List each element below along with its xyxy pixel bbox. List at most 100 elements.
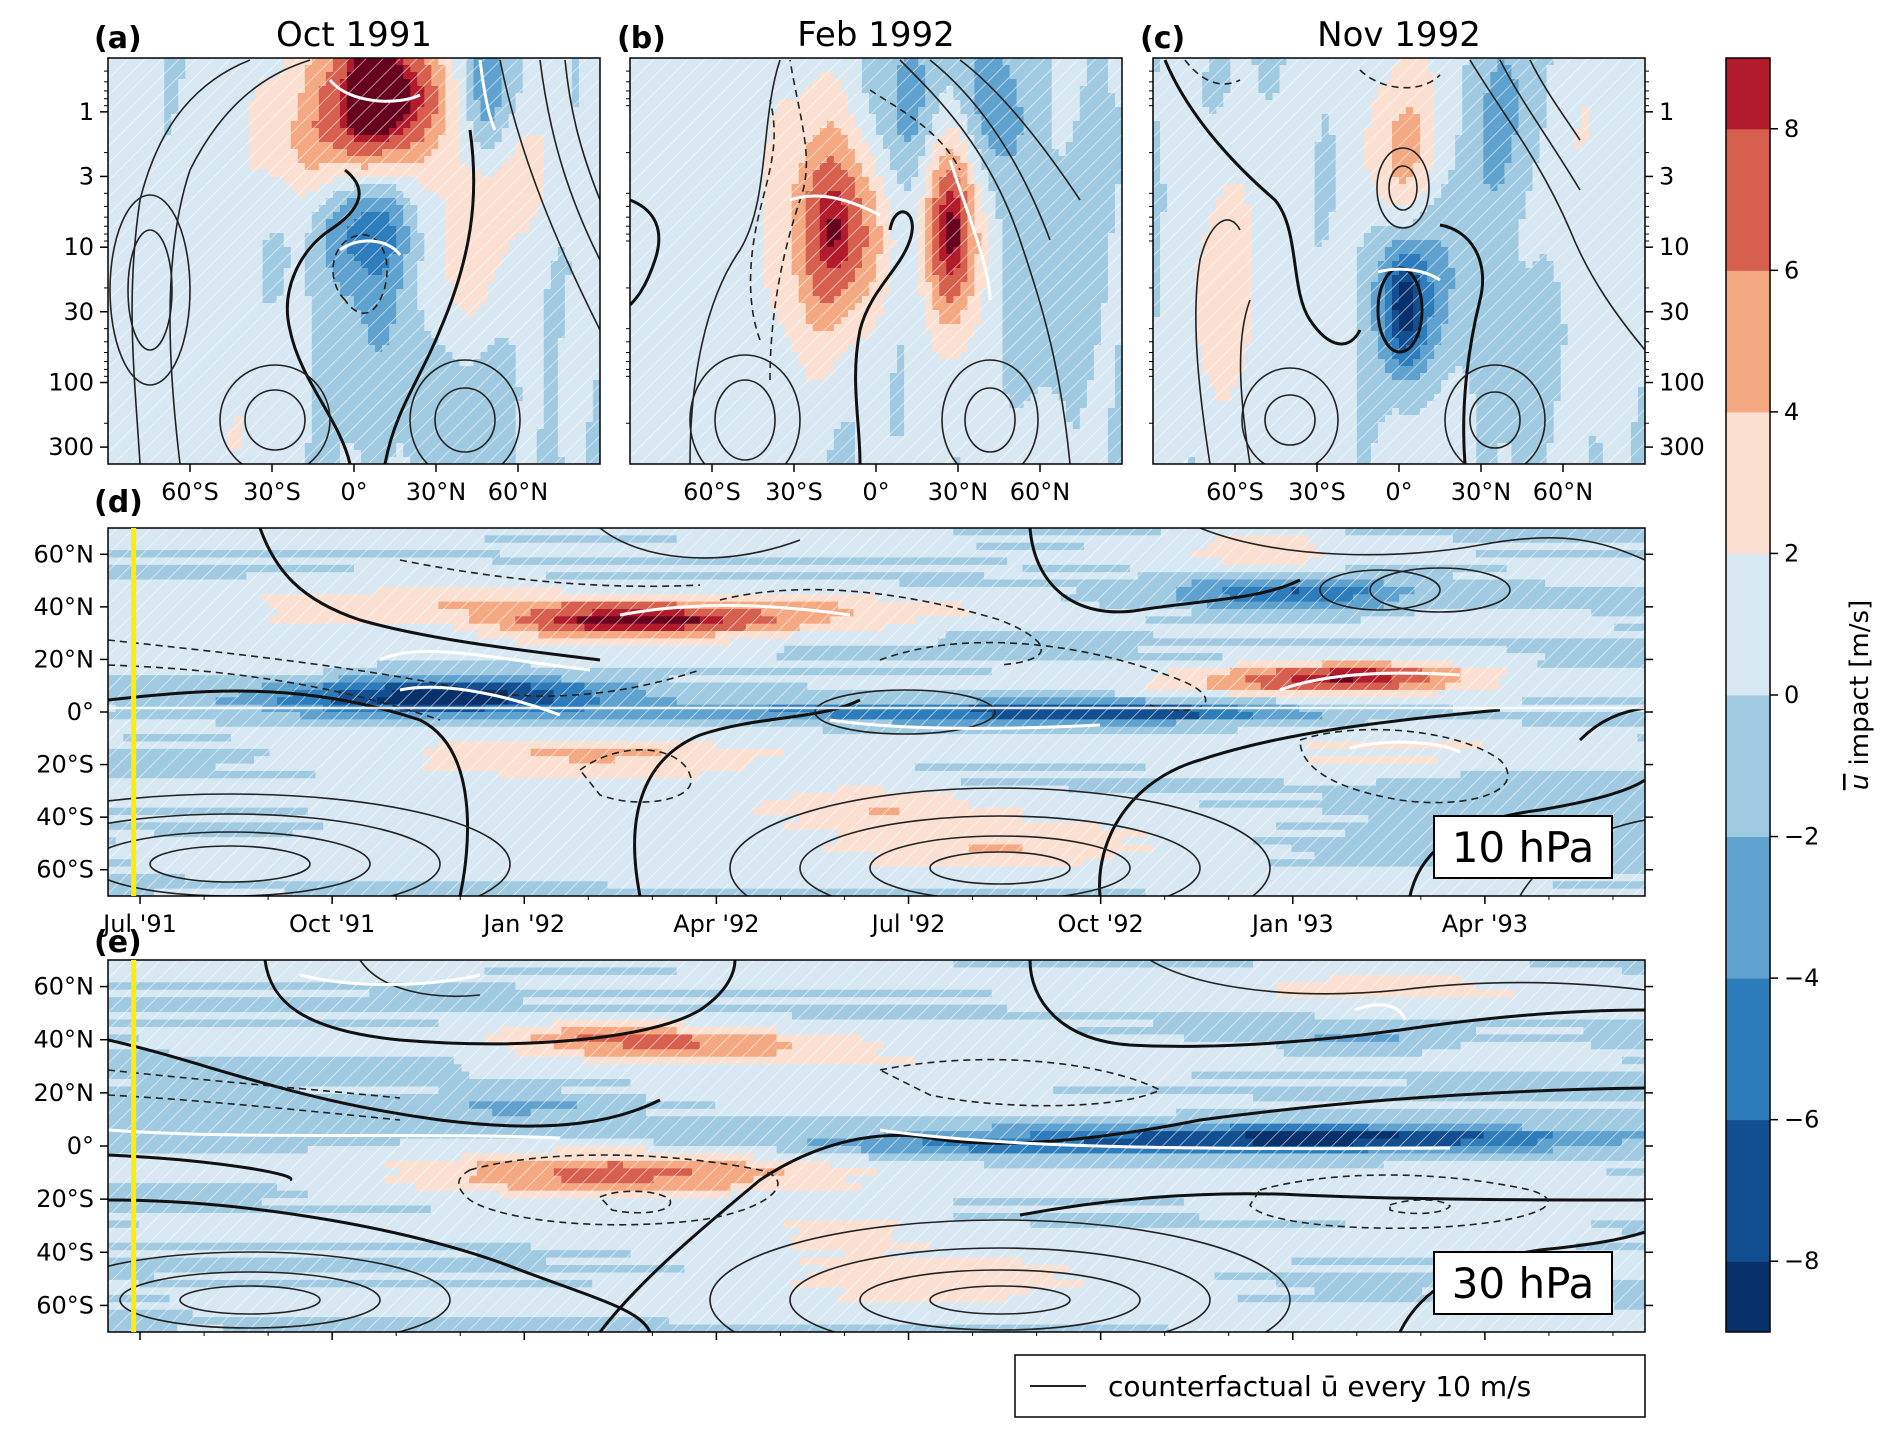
panel-d-highlight (619, 604, 851, 617)
panel-e-contour (859, 1269, 1141, 1331)
y-tick-label: 0° (67, 1132, 94, 1160)
y-tick-label: 40°S (36, 803, 94, 831)
colorbar-tick-label: −4 (1784, 964, 1819, 992)
y-tick-label: 20°S (36, 1185, 94, 1213)
panel-e-contour-dashed (1249, 1174, 1549, 1230)
panel-d-contour (869, 835, 1131, 896)
y-tick-label: 60°N (34, 973, 95, 1001)
panel-c: 60°S 30°S 0° 30°N 60°N 1 3 10 30 100 300 (c) Nov 1… (1140, 15, 1705, 506)
y-tick-label-right: 100 (1659, 369, 1705, 397)
significance-hatching (630, 58, 1122, 464)
panel-d-contour (729, 787, 1271, 896)
panel-b-contour (689, 354, 801, 464)
panel-c-contour (1195, 219, 1241, 464)
panel-d-highlight (1349, 740, 1461, 754)
panel-c-title: Nov 1992 (1317, 15, 1481, 55)
x-tick-label: 60°S (1206, 478, 1264, 506)
legend-text: counterfactual ū every 10 m/s (1108, 1370, 1531, 1403)
x-tick-label: 30°S (1288, 478, 1346, 506)
panel-b-contour-dashed (869, 89, 961, 171)
panel-d-contour (1319, 569, 1441, 611)
panel-b-highlight (948, 159, 992, 301)
panel-e-axes: 60°N 40°N 20°N 0° 20°S 40°S 60°S (34, 973, 1653, 1340)
panel-d-highlight (399, 685, 561, 717)
y-tick-label-right: 3 (1659, 162, 1674, 190)
significance-hatching (1153, 58, 1645, 464)
colorbar-tick-label: 6 (1784, 256, 1799, 284)
panel-e-contour-zero (108, 1038, 661, 1128)
y-tick-label: 30 (63, 298, 94, 326)
x-tick-label: 0° (340, 478, 367, 506)
panel-a-contour (539, 59, 600, 261)
panel-c-contours (1163, 59, 1645, 464)
panel-e-contour-dashed (877, 1058, 1162, 1107)
panel-a-contour (109, 194, 191, 386)
panel-a-contour (127, 229, 173, 351)
panel-c-contour (1264, 394, 1316, 446)
panel-d-field (108, 528, 1645, 896)
x-tick-label: 30°S (765, 478, 823, 506)
x-tick-label: 60°S (161, 478, 219, 506)
x-tick-label: 30°S (243, 478, 301, 506)
panel-d-contour (599, 528, 801, 559)
panel-e-contour-dashed (1389, 1199, 1452, 1215)
panel-d-contour (108, 813, 441, 896)
significance-hatching (108, 528, 1645, 896)
panel-d-axes: Jul '91 Oct '91 Jan '92 Apr '92 Jul '92 Oct '… (34, 540, 1653, 938)
panel-d-contour-zero (633, 698, 861, 896)
panel-c-field (1153, 58, 1645, 464)
panel-e-level-box (1433, 1251, 1613, 1315)
y-tick-label: 20°N (34, 645, 95, 673)
panel-e-contour-dashed (108, 1094, 401, 1121)
panel-e-level-label: 30 hPa (1452, 1259, 1595, 1308)
panel-d-contour-dashed (578, 749, 692, 803)
panel-a-contour (169, 59, 311, 464)
panel-d-contour-dashed (719, 588, 1043, 666)
significance-hatching (108, 58, 600, 464)
y-tick-label: 60°N (34, 540, 95, 568)
panel-a-letter: (a) (94, 21, 142, 56)
panel-b-highlight (789, 194, 881, 217)
panel-a-contour (434, 387, 496, 453)
panel-d-highlight (829, 718, 1101, 730)
panel-b-contour (714, 379, 776, 461)
x-tick-label: Jan '93 (1250, 910, 1334, 938)
panel-e-contour (929, 1285, 1071, 1315)
x-tick-label: 0° (1385, 478, 1412, 506)
colorbar-cell (1726, 695, 1770, 838)
panel-a: 60°S 30°S 0° 30°N 60°N 1 3 10 30 100 300 (a) Oct 1… (48, 15, 601, 506)
panel-c-contour (1469, 59, 1645, 351)
panel-d-contour (108, 793, 511, 896)
panel-b-contour (929, 59, 1051, 241)
colorbar-ticks: 8 6 4 2 0 −2 −4 −6 −8 (1770, 115, 1819, 1275)
panel-a-axes: 60°S 30°S 0° 30°N 60°N 1 3 10 30 100 300 (48, 70, 548, 506)
y-tick-label: 40°N (34, 593, 95, 621)
panel-a-highlight (478, 59, 497, 131)
x-tick-label: 30°N (928, 478, 989, 506)
panel-a-contour (244, 389, 306, 451)
colorbar-tick-label: 0 (1784, 681, 1799, 709)
panel-c-highlight (1377, 267, 1441, 282)
panel-e-contour (1149, 960, 1645, 995)
y-tick-label-right: 10 (1659, 233, 1690, 261)
panel-d-contour (814, 689, 996, 735)
colorbar-cell (1726, 1261, 1770, 1333)
colorbar-cells (1726, 58, 1770, 1333)
panel-e-contour-zero (1028, 960, 1645, 1048)
panel-c-contour (1499, 59, 1581, 191)
colorbar-tick-label: 4 (1784, 398, 1799, 426)
panel-e-contour-dashed (108, 1069, 401, 1099)
colorbar-cell (1726, 270, 1770, 413)
panel-c-contour (1241, 367, 1339, 464)
panel-e-highlight (108, 1128, 561, 1140)
panel-d: Jul '91 Oct '91 Jan '92 Apr '92 Jul '92 Oct '… (34, 485, 1653, 938)
y-tick-label-right: 1 (1659, 98, 1674, 126)
x-tick-label: Jul '91 (101, 910, 177, 938)
panel-e-contour (789, 1247, 1211, 1332)
x-tick-label: Apr '92 (673, 910, 759, 938)
panel-d-level-box (1433, 815, 1613, 879)
panel-a-contour-zero (285, 168, 361, 464)
panel-c-contour (1444, 364, 1546, 464)
significance-hatching (108, 960, 1645, 1332)
panel-b-contours (630, 59, 1081, 464)
